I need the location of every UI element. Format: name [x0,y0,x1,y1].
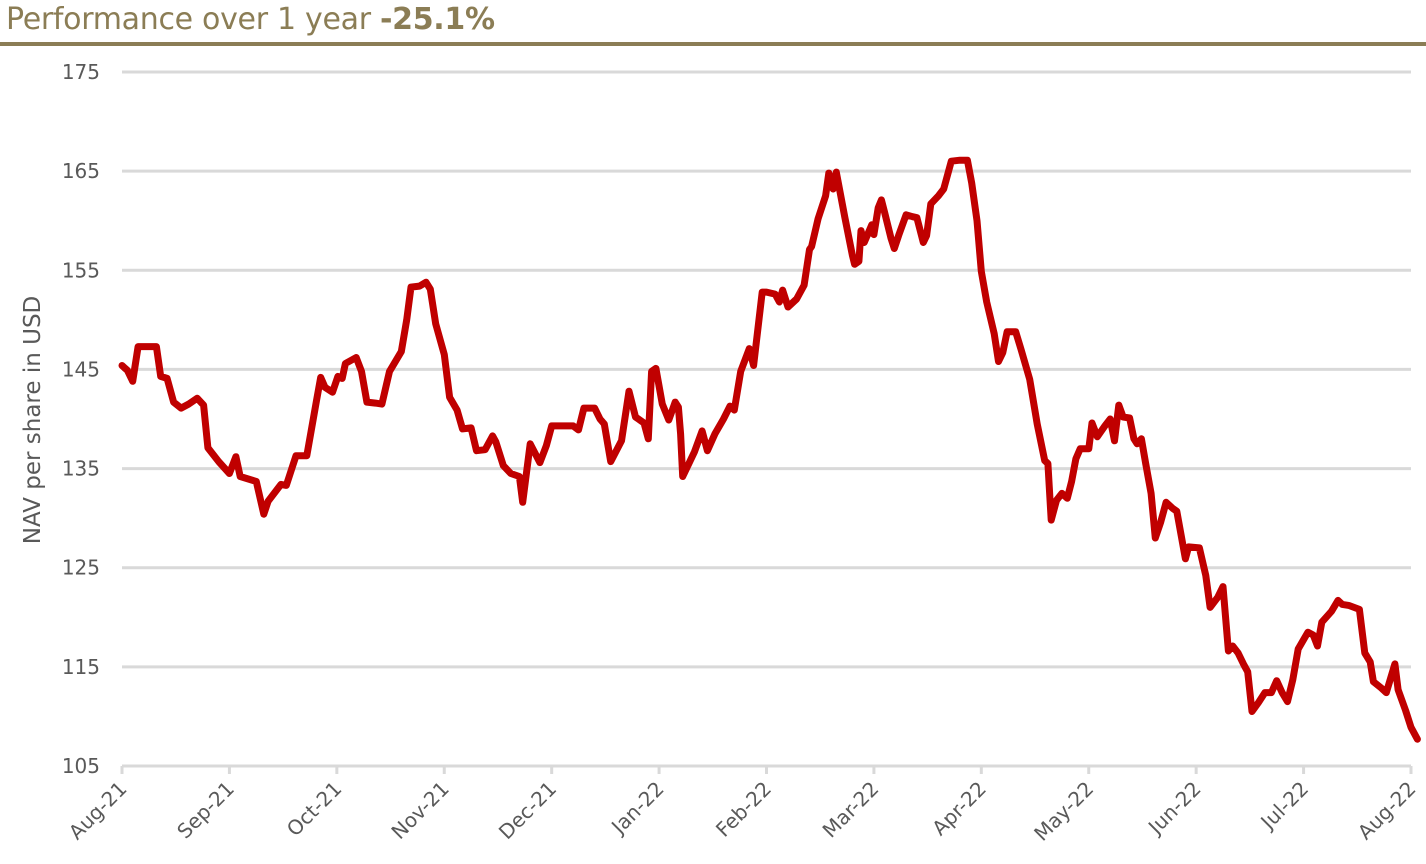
nav-series-line [118,156,1421,743]
x-tick-label: Aug-21 [64,777,132,845]
x-axis [120,764,1413,774]
x-tick-label: Sep-21 [172,777,239,844]
y-tick-label: 135 [62,457,100,481]
x-tick-label: Dec-21 [494,777,561,844]
y-axis-label: NAV per share in USD [20,296,46,545]
y-tick-label: 105 [62,754,100,778]
y-tick-label: 165 [62,159,100,183]
x-tick-label: Jul-22 [1255,777,1314,836]
y-tick-label: 175 [62,60,100,84]
y-tick-label: 155 [62,258,100,282]
chart-header: Performance over 1 year -25.1% [0,0,1426,46]
x-tick-label: May-22 [1029,777,1098,846]
title-label: Performance over 1 year [6,2,371,37]
y-tick-label: 115 [62,655,100,679]
title-value: -25.1% [379,2,495,37]
y-tick-label: 145 [62,357,100,381]
x-tick-label: Aug-22 [1353,777,1421,845]
y-tick-label: 125 [62,556,100,580]
y-axis-tick-labels: 105 115 125 135 145 155 165 175 [62,60,100,778]
x-axis-tick-labels: Aug-21 Sep-21 Oct-21 Nov-21 Dec-21 Jan-22 Feb-… [64,777,1421,846]
x-tick-label: Mar-22 [818,777,884,843]
x-tick-label: Nov-21 [386,777,453,844]
x-tick-label: Jan-22 [605,777,668,840]
x-tick-label: Jun-22 [1142,777,1206,841]
series-group [118,156,1421,743]
x-tick-label: Feb-22 [711,777,776,842]
x-tick-label: Oct-21 [282,777,347,842]
chart-title: Performance over 1 year -25.1% [6,2,495,37]
gridlines [122,70,1411,669]
x-tick-label: Apr-22 [927,777,991,841]
